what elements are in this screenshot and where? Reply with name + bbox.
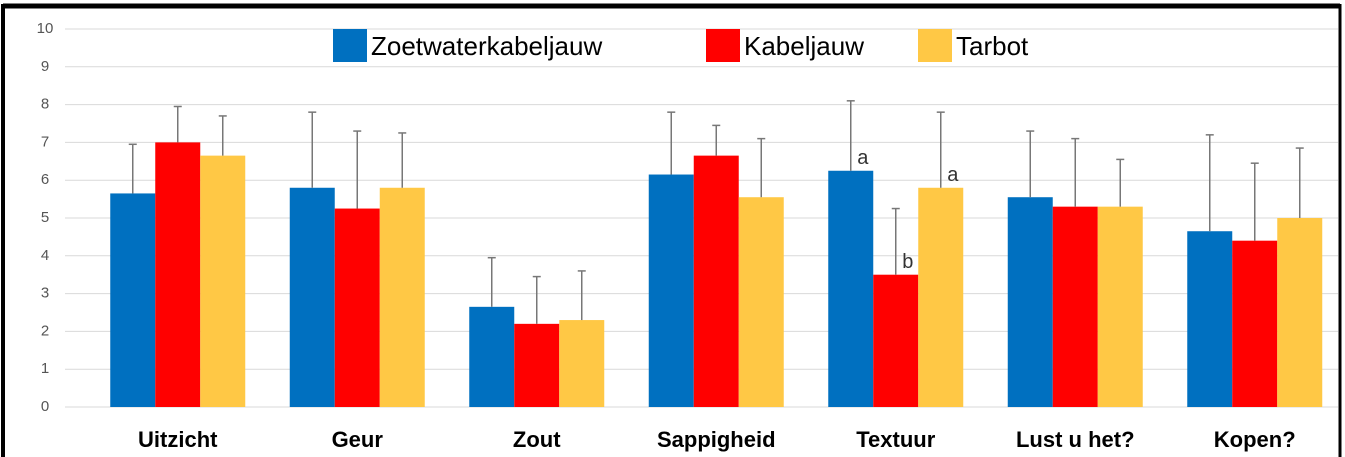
x-tick-label: Kopen? [1214, 427, 1296, 452]
x-tick-label: Lust u het? [1016, 427, 1135, 452]
bar [379, 187, 425, 407]
y-tick-label: 0 [41, 398, 49, 415]
y-tick-label: 4 [41, 247, 49, 264]
bar [738, 197, 784, 407]
y-tick-label: 8 [41, 96, 49, 113]
bar [693, 155, 739, 407]
legend-swatch [333, 29, 367, 62]
x-tick-label: Geur [332, 427, 384, 452]
bar [1232, 240, 1278, 407]
annotation: a [947, 164, 959, 186]
legend-swatch [918, 29, 952, 62]
bar [200, 155, 246, 407]
annotation: b [902, 251, 913, 273]
bar [1097, 206, 1143, 407]
y-tick-label: 6 [41, 171, 49, 188]
bar [648, 174, 694, 407]
legend-label: Tarbot [956, 31, 1029, 61]
bar [828, 170, 874, 407]
bar [289, 187, 335, 407]
bar [514, 323, 560, 407]
y-tick-label: 1 [41, 360, 49, 377]
x-tick-label: Textuur [856, 427, 935, 452]
bar [873, 274, 919, 407]
bar [334, 208, 380, 407]
bar [559, 320, 605, 407]
x-tick-label: Zout [513, 427, 561, 452]
legend-swatch [706, 29, 740, 62]
y-tick-label: 5 [41, 209, 49, 226]
bar [918, 187, 964, 407]
bar [1187, 231, 1233, 407]
y-tick-label: 7 [41, 133, 49, 150]
y-tick-label: 3 [41, 285, 49, 302]
legend-label: Zoetwaterkabeljauw [371, 31, 602, 61]
legend-label: Kabeljauw [744, 31, 864, 61]
x-tick-label: Sappigheid [657, 427, 776, 452]
bar [155, 142, 201, 407]
bar [110, 193, 156, 407]
annotation: a [857, 147, 869, 169]
bar [1007, 197, 1053, 407]
x-tick-label: Uitzicht [138, 427, 218, 452]
y-tick-label: 9 [41, 58, 49, 75]
bar [469, 306, 515, 407]
bar [1052, 206, 1098, 407]
y-tick-label: 2 [41, 322, 49, 339]
y-tick-label: 10 [37, 20, 54, 37]
bar [1277, 218, 1323, 407]
